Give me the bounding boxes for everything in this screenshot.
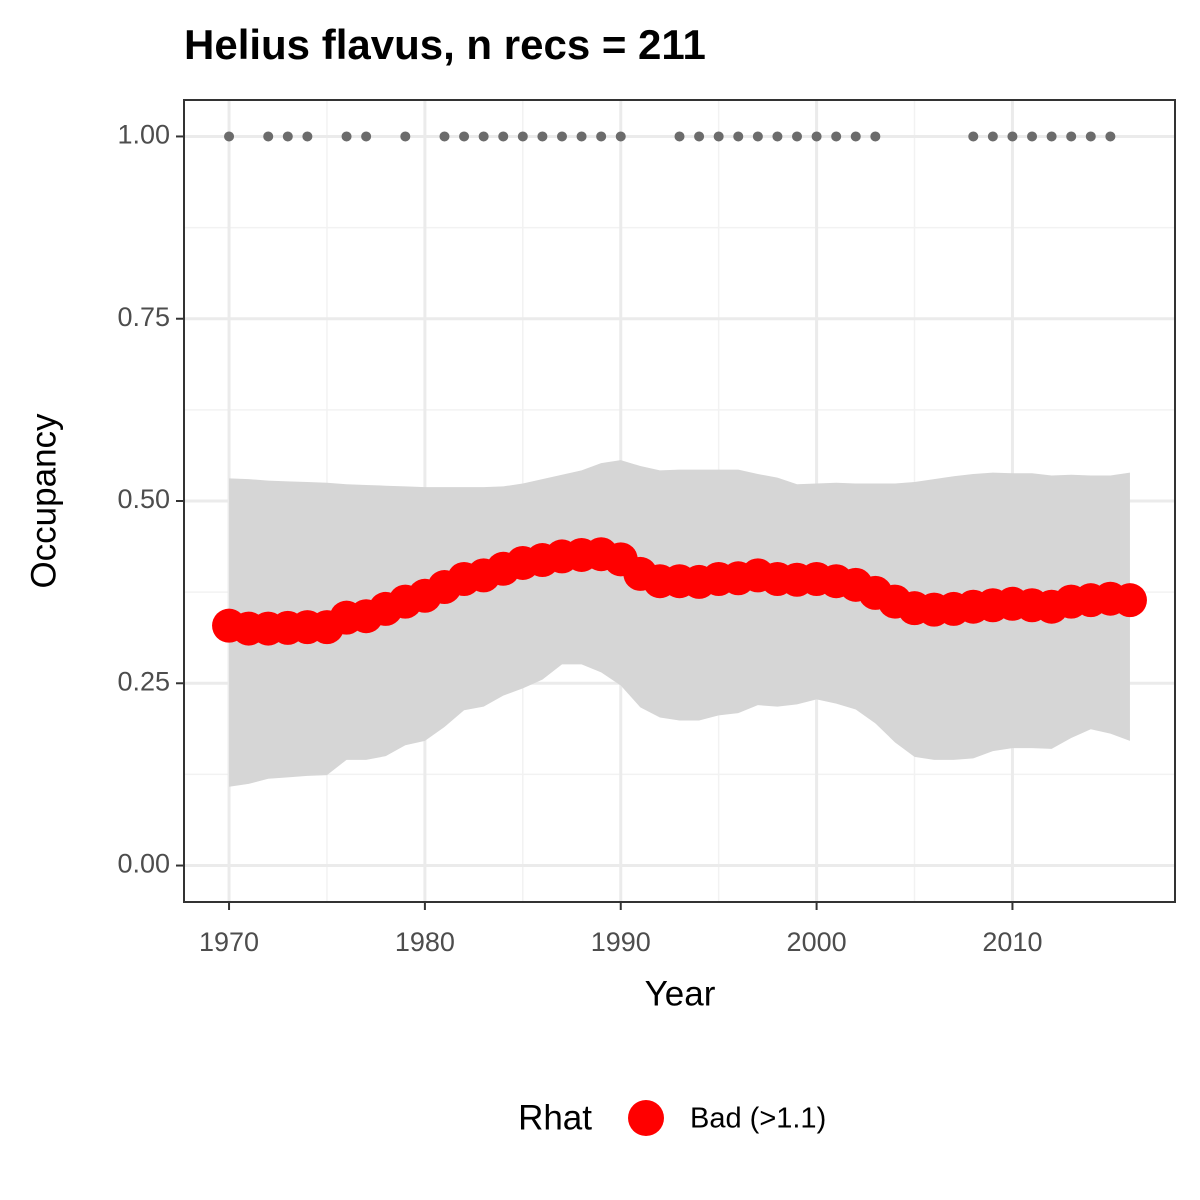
record-point [1105,131,1116,142]
record-point [870,131,881,142]
record-point [596,131,607,142]
record-point [694,131,705,142]
record-point [1085,131,1096,142]
legend-title: Rhat [518,1098,592,1137]
record-point [1007,131,1018,142]
record-point [1046,131,1057,142]
record-point [224,131,235,142]
y-axis-title: Occupancy [24,413,63,589]
record-point [517,131,528,142]
record-point [752,131,763,142]
record-point [361,131,372,142]
legend-swatch [628,1100,664,1136]
record-point [850,131,861,142]
record-point [1066,131,1077,142]
y-tick-label: 1.00 [117,120,170,150]
record-point [831,131,842,142]
record-point [615,131,626,142]
record-point [674,131,685,142]
y-tick-label: 0.50 [117,484,170,514]
x-tick-label: 1980 [395,927,455,957]
chart-title: Helius flavus, n recs = 211 [184,21,706,68]
record-point [576,131,587,142]
x-tick-label: 2000 [787,927,847,957]
y-tick-label: 0.25 [117,666,170,696]
record-point [772,131,783,142]
record-point [811,131,822,142]
y-tick-label: 0.00 [117,849,170,879]
record-point [987,131,998,142]
record-point [302,131,313,142]
record-point [498,131,509,142]
data-point [1112,583,1147,618]
record-point [733,131,744,142]
x-tick-label: 1970 [199,927,259,957]
confidence-band [229,460,1130,787]
x-tick-label: 2010 [982,927,1042,957]
record-point [556,131,567,142]
record-point [968,131,979,142]
record-point [341,131,352,142]
record-point [400,131,411,142]
record-point [713,131,724,142]
record-point [439,131,450,142]
record-point [537,131,548,142]
record-point [282,131,293,142]
record-point [263,131,274,142]
record-point [1027,131,1038,142]
x-tick-label: 1990 [591,927,651,957]
record-point [792,131,803,142]
y-tick-label: 0.75 [117,302,170,332]
x-axis-title: Year [645,974,716,1013]
legend-label: Bad (>1.1) [690,1103,826,1135]
plot-border [183,99,1176,903]
record-point [478,131,489,142]
record-point [459,131,470,142]
